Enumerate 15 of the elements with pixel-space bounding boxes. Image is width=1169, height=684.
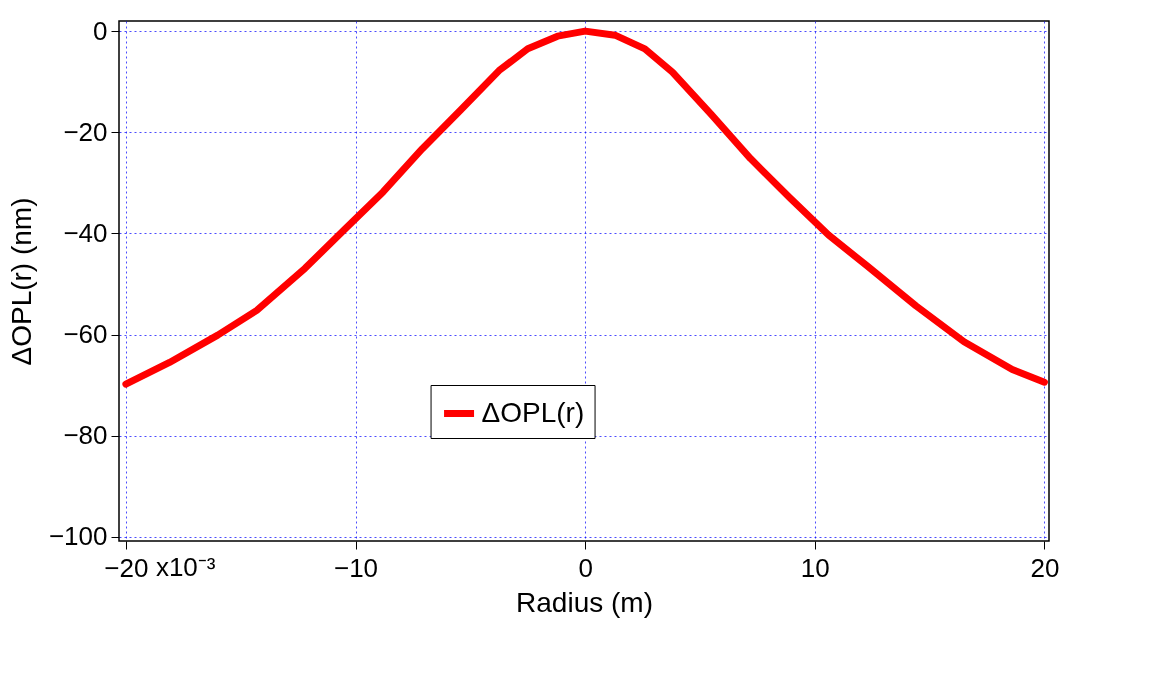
y-tick-label: −20 <box>63 116 108 147</box>
y-tick-label: −80 <box>63 420 108 451</box>
y-tick-label: −40 <box>63 217 108 248</box>
x-tick-label: 0 <box>578 552 593 583</box>
y-tick-label: −100 <box>48 521 108 552</box>
legend-label: ΔOPL(r) <box>481 396 585 428</box>
y-axis-title: ΔOPL(r) (nm) <box>5 197 37 366</box>
y-tick-label: −60 <box>63 319 108 350</box>
y-tick-label: 0 <box>93 15 108 46</box>
x-tick-label: 20 <box>1030 552 1060 583</box>
text: x10⁻³ <box>155 552 216 582</box>
x-tick-label: 10 <box>800 552 830 583</box>
x-tick-label: −20 <box>104 552 149 583</box>
x-tick-label: −10 <box>333 552 379 583</box>
x-axis-title: Radius (m) <box>516 586 653 618</box>
